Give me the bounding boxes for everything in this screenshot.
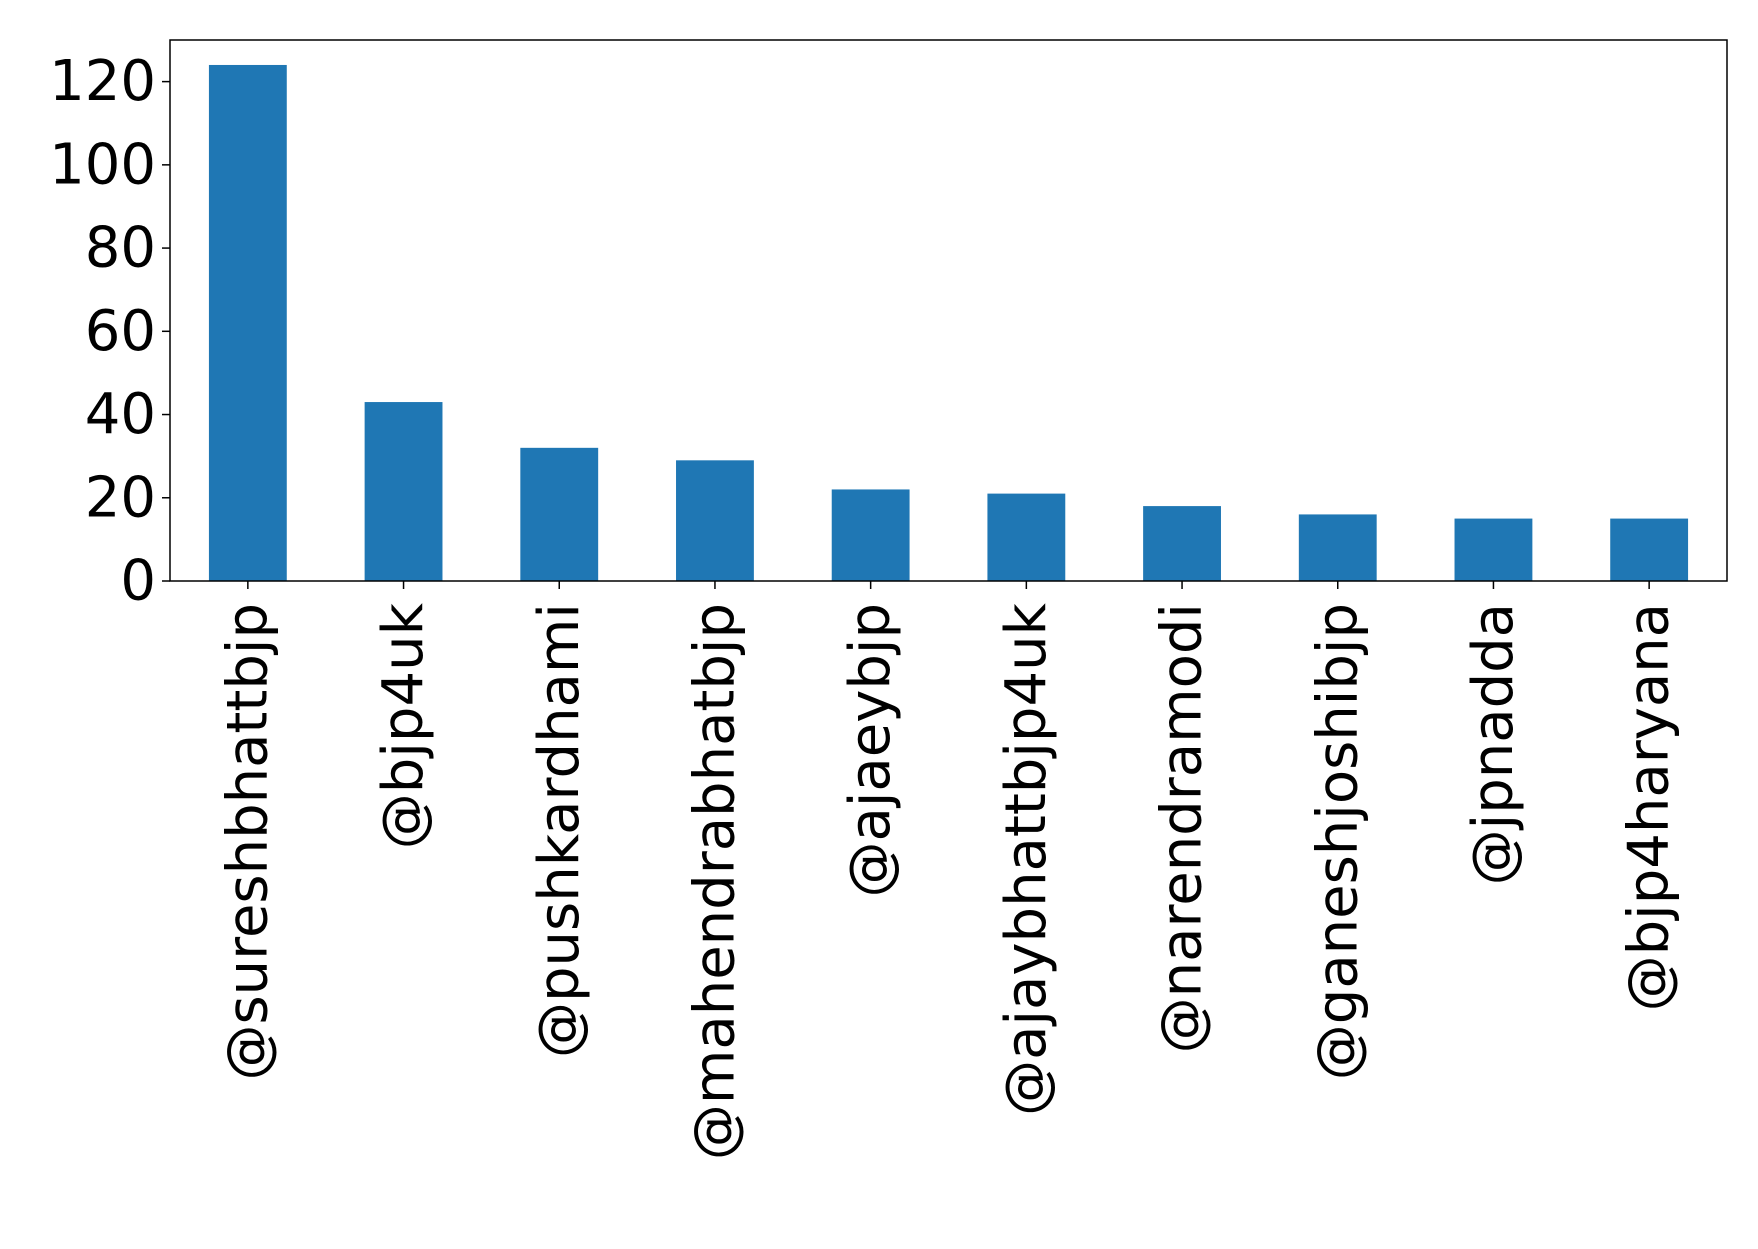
x-tick-label: @pushkardhami [527,603,592,1058]
bar [520,447,599,581]
bar [831,489,910,581]
bar [987,493,1066,581]
y-tick-label: 40 [85,382,156,447]
x-axis: @sureshbhattbjp @bjp4uk @pushkardhami @mahe… [215,581,1682,1160]
bar [208,64,287,581]
y-tick-label: 100 [49,132,156,197]
y-tick-label: 80 [85,216,156,281]
bar [676,460,754,581]
x-tick-label: @mahendrabhatbjp [682,603,747,1160]
x-tick-label: @bjp4haryana [1617,603,1682,1011]
x-tick-label: @ajaybhattbjp4uk [994,602,1059,1115]
plot-frame [169,39,1728,582]
y-axis: 0 20 40 60 80 100 120 [49,49,170,614]
y-tick-label: 0 [120,549,156,614]
bars-group [208,64,1689,581]
x-tick-label: @narendramodi [1150,603,1215,1053]
x-tick-label: @ajaeybjp [838,603,903,897]
y-tick-label: 20 [85,465,156,530]
y-tick-label: 60 [85,299,156,364]
bar [1298,514,1377,581]
bar [1143,506,1221,581]
bar [1610,518,1689,581]
x-tick-label: @jpnadda [1461,603,1526,885]
x-tick-label: @ganeshjoshibjp [1305,603,1370,1080]
x-tick-label: @sureshbhattbjp [215,603,280,1081]
x-tick-label: @bjp4uk [371,602,436,849]
y-tick-label: 120 [49,49,156,114]
bar [364,402,443,581]
bar [1454,518,1533,581]
